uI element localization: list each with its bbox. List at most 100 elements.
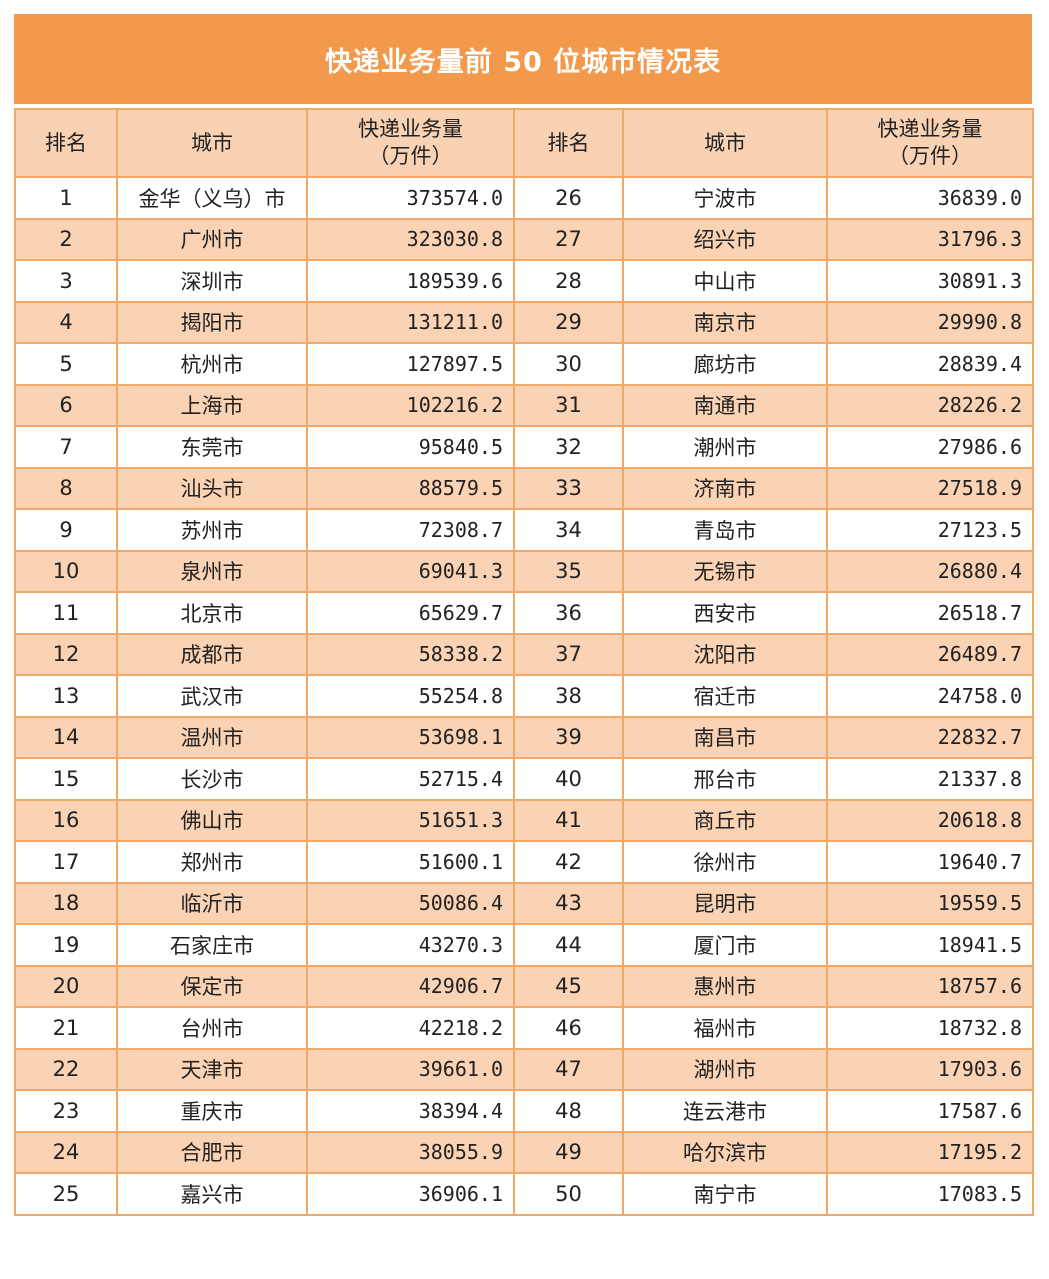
table-row: 8 汕头市 88579.5 33 济南市 27518.9 bbox=[14, 466, 1034, 510]
cell-city: 天津市 bbox=[116, 1047, 308, 1091]
cell-city: 无锡市 bbox=[622, 549, 828, 593]
cell-city: 泉州市 bbox=[116, 549, 308, 593]
header-volume-unit: （万件） bbox=[368, 144, 453, 168]
cell-volume: 30891.3 bbox=[826, 259, 1034, 303]
table-row: 22 天津市 39661.0 47 湖州市 17903.6 bbox=[14, 1047, 1034, 1091]
cell-city: 北京市 bbox=[116, 591, 308, 635]
cell-city: 临沂市 bbox=[116, 881, 308, 925]
cell-volume: 102216.2 bbox=[306, 383, 515, 427]
cell-city: 嘉兴市 bbox=[116, 1172, 308, 1216]
cell-rank: 34 bbox=[513, 508, 624, 552]
cell-rank: 50 bbox=[513, 1172, 624, 1216]
cell-volume: 58338.2 bbox=[306, 632, 515, 676]
cell-city: 重庆市 bbox=[116, 1089, 308, 1133]
cell-rank: 16 bbox=[14, 798, 118, 842]
cell-rank: 47 bbox=[513, 1047, 624, 1091]
cell-rank: 30 bbox=[513, 342, 624, 386]
table-row: 6 上海市 102216.2 31 南通市 28226.2 bbox=[14, 383, 1034, 427]
table-row: 13 武汉市 55254.8 38 宿迁市 24758.0 bbox=[14, 674, 1034, 718]
cell-rank: 38 bbox=[513, 674, 624, 718]
cell-volume: 69041.3 bbox=[306, 549, 515, 593]
header-city: 城市 bbox=[622, 108, 828, 178]
table-row: 14 温州市 53698.1 39 南昌市 22832.7 bbox=[14, 715, 1034, 759]
cell-city: 合肥市 bbox=[116, 1130, 308, 1174]
cell-rank: 25 bbox=[14, 1172, 118, 1216]
cell-volume: 323030.8 bbox=[306, 217, 515, 261]
table-row: 9 苏州市 72308.7 34 青岛市 27123.5 bbox=[14, 508, 1034, 552]
cell-volume: 18757.6 bbox=[826, 964, 1034, 1008]
cell-rank: 15 bbox=[14, 757, 118, 801]
cell-rank: 7 bbox=[14, 425, 118, 469]
table-row: 21 台州市 42218.2 46 福州市 18732.8 bbox=[14, 1006, 1034, 1050]
cell-volume: 22832.7 bbox=[826, 715, 1034, 759]
table-row: 17 郑州市 51600.1 42 徐州市 19640.7 bbox=[14, 840, 1034, 884]
header-rank: 排名 bbox=[513, 108, 624, 178]
cell-volume: 51600.1 bbox=[306, 840, 515, 884]
cell-city: 武汉市 bbox=[116, 674, 308, 718]
cell-city: 石家庄市 bbox=[116, 923, 308, 967]
cell-rank: 28 bbox=[513, 259, 624, 303]
cell-city: 济南市 bbox=[622, 466, 828, 510]
cell-rank: 29 bbox=[513, 300, 624, 344]
cell-volume: 26880.4 bbox=[826, 549, 1034, 593]
cell-volume: 18941.5 bbox=[826, 923, 1034, 967]
cell-volume: 17903.6 bbox=[826, 1047, 1034, 1091]
cell-city: 商丘市 bbox=[622, 798, 828, 842]
cell-volume: 42906.7 bbox=[306, 964, 515, 1008]
cell-city: 南昌市 bbox=[622, 715, 828, 759]
cell-city: 廊坊市 bbox=[622, 342, 828, 386]
cell-city: 徐州市 bbox=[622, 840, 828, 884]
cell-rank: 9 bbox=[14, 508, 118, 552]
table-row: 23 重庆市 38394.4 48 连云港市 17587.6 bbox=[14, 1089, 1034, 1133]
cell-city: 青岛市 bbox=[622, 508, 828, 552]
cell-city: 长沙市 bbox=[116, 757, 308, 801]
cell-volume: 72308.7 bbox=[306, 508, 515, 552]
cell-volume: 131211.0 bbox=[306, 300, 515, 344]
cell-rank: 43 bbox=[513, 881, 624, 925]
cell-city: 成都市 bbox=[116, 632, 308, 676]
table-row: 11 北京市 65629.7 36 西安市 26518.7 bbox=[14, 591, 1034, 635]
cell-volume: 20618.8 bbox=[826, 798, 1034, 842]
cell-volume: 26489.7 bbox=[826, 632, 1034, 676]
cell-rank: 44 bbox=[513, 923, 624, 967]
table-row: 18 临沂市 50086.4 43 昆明市 19559.5 bbox=[14, 881, 1034, 925]
cell-city: 沈阳市 bbox=[622, 632, 828, 676]
cell-city: 佛山市 bbox=[116, 798, 308, 842]
table-title: 快递业务量前 50 位城市情况表 bbox=[14, 14, 1032, 104]
cell-volume: 27123.5 bbox=[826, 508, 1034, 552]
table-row: 20 保定市 42906.7 45 惠州市 18757.6 bbox=[14, 964, 1034, 1008]
cell-city: 上海市 bbox=[116, 383, 308, 427]
table-row: 4 揭阳市 131211.0 29 南京市 29990.8 bbox=[14, 300, 1034, 344]
city-ranking-table: 排名 城市 快递业务量 （万件） 排名 城市 快递业务量 （万件） 1 金华（义乌）市… bbox=[14, 108, 1034, 1216]
cell-city: 湖州市 bbox=[622, 1047, 828, 1091]
table-row: 10 泉州市 69041.3 35 无锡市 26880.4 bbox=[14, 549, 1034, 593]
table-row: 5 杭州市 127897.5 30 廊坊市 28839.4 bbox=[14, 342, 1034, 386]
cell-volume: 31796.3 bbox=[826, 217, 1034, 261]
cell-city: 绍兴市 bbox=[622, 217, 828, 261]
cell-rank: 1 bbox=[14, 176, 118, 220]
cell-volume: 19640.7 bbox=[826, 840, 1034, 884]
cell-rank: 18 bbox=[14, 881, 118, 925]
table-row: 3 深圳市 189539.6 28 中山市 30891.3 bbox=[14, 259, 1034, 303]
cell-volume: 42218.2 bbox=[306, 1006, 515, 1050]
cell-volume: 52715.4 bbox=[306, 757, 515, 801]
cell-city: 南宁市 bbox=[622, 1172, 828, 1216]
header-volume-unit: （万件） bbox=[888, 144, 972, 168]
table-row: 25 嘉兴市 36906.1 50 南宁市 17083.5 bbox=[14, 1172, 1034, 1216]
cell-city: 宁波市 bbox=[622, 176, 828, 220]
header-volume: 快递业务量 （万件） bbox=[826, 108, 1034, 178]
table-row: 24 合肥市 38055.9 49 哈尔滨市 17195.2 bbox=[14, 1130, 1034, 1174]
cell-city: 连云港市 bbox=[622, 1089, 828, 1133]
cell-rank: 21 bbox=[14, 1006, 118, 1050]
cell-rank: 13 bbox=[14, 674, 118, 718]
cell-rank: 5 bbox=[14, 342, 118, 386]
cell-city: 苏州市 bbox=[116, 508, 308, 552]
header-row: 排名 城市 快递业务量 （万件） 排名 城市 快递业务量 （万件） bbox=[14, 108, 1034, 178]
cell-rank: 19 bbox=[14, 923, 118, 967]
cell-rank: 46 bbox=[513, 1006, 624, 1050]
cell-volume: 24758.0 bbox=[826, 674, 1034, 718]
cell-city: 厦门市 bbox=[622, 923, 828, 967]
table-row: 19 石家庄市 43270.3 44 厦门市 18941.5 bbox=[14, 923, 1034, 967]
cell-volume: 43270.3 bbox=[306, 923, 515, 967]
table-row: 15 长沙市 52715.4 40 邢台市 21337.8 bbox=[14, 757, 1034, 801]
